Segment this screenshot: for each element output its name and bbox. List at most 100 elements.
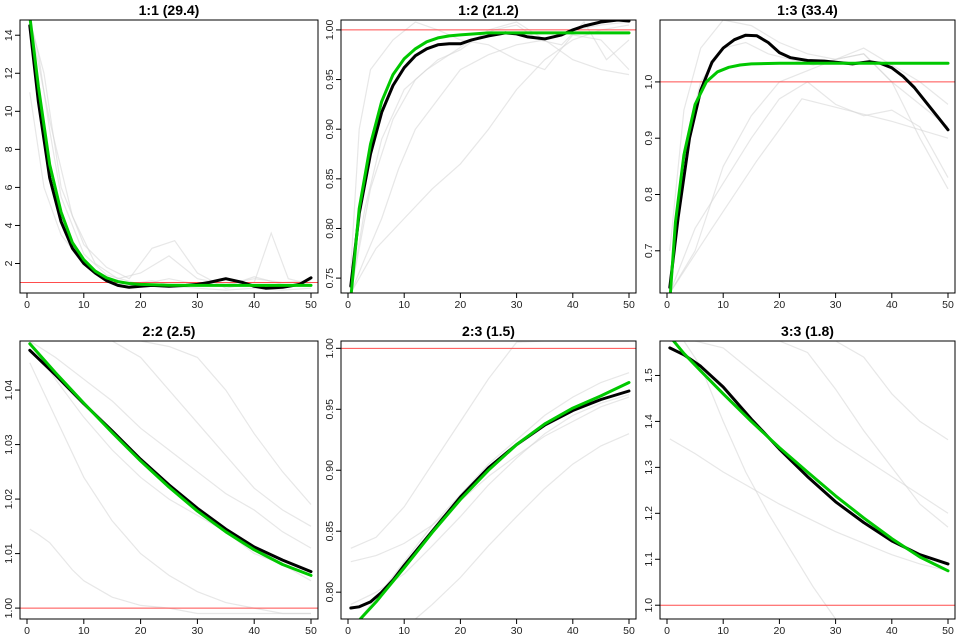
background-series-line bbox=[351, 22, 629, 293]
background-series-line bbox=[351, 397, 629, 562]
background-series-line bbox=[351, 22, 629, 293]
x-tick-label: 0 bbox=[24, 625, 30, 637]
y-tick-label: 1.5 bbox=[643, 368, 655, 383]
x-tick-label: 40 bbox=[567, 299, 579, 311]
y-tick-label: 0.8 bbox=[643, 187, 655, 202]
y-tick-label: 8 bbox=[3, 146, 15, 152]
x-tick-label: 40 bbox=[567, 625, 579, 637]
y-tick-label: 4 bbox=[3, 222, 15, 228]
y-tick-label: 1.1 bbox=[643, 552, 655, 567]
panel-3: 1:3 (33.4) 0 10 20 30 40 50 0.7 0.8 0.9 1.0 bbox=[643, 2, 955, 311]
background-series-line bbox=[415, 434, 629, 619]
x-tick-label: 40 bbox=[886, 299, 898, 311]
background-series-line bbox=[670, 82, 948, 293]
background-series-line bbox=[670, 99, 948, 293]
background-series-line bbox=[670, 20, 948, 251]
x-tick-label: 0 bbox=[664, 299, 670, 311]
x-tick-label: 30 bbox=[830, 299, 842, 311]
panel-title: 1:3 (33.4) bbox=[777, 2, 838, 18]
x-tick-label: 10 bbox=[78, 299, 90, 311]
y-tick-label: 1.3 bbox=[643, 460, 655, 475]
background-series-line bbox=[670, 341, 948, 513]
y-tick-label: 1.00 bbox=[324, 20, 336, 41]
y-tick-label: 0.7 bbox=[643, 243, 655, 258]
y-tick-label: 0.95 bbox=[324, 399, 336, 420]
y-tick-label: 6 bbox=[3, 184, 15, 190]
panel-title: 2:2 (2.5) bbox=[143, 323, 196, 339]
x-tick-label: 0 bbox=[664, 625, 670, 637]
background-series-line bbox=[670, 341, 948, 527]
background-series-line bbox=[30, 341, 311, 581]
y-tick-label: 10 bbox=[3, 105, 15, 117]
x-tick-label: 0 bbox=[24, 299, 30, 311]
x-tick-label: 40 bbox=[886, 625, 898, 637]
x-tick-label: 20 bbox=[135, 299, 147, 311]
x-tick-label: 30 bbox=[511, 299, 523, 311]
x-tick-label: 20 bbox=[455, 625, 467, 637]
y-tick-label: 0.80 bbox=[324, 582, 336, 603]
y-tick-label: 1.02 bbox=[3, 489, 15, 510]
mean-series-line bbox=[30, 26, 311, 289]
plot-frame bbox=[20, 20, 318, 293]
x-tick-label: 40 bbox=[248, 299, 260, 311]
panel-title: 2:3 (1.5) bbox=[462, 323, 515, 339]
background-series-line bbox=[30, 341, 311, 548]
plot-area bbox=[20, 16, 318, 290]
x-tick-label: 30 bbox=[192, 625, 204, 637]
background-series-line bbox=[30, 92, 311, 290]
background-series-line bbox=[351, 22, 629, 293]
x-tick-label: 20 bbox=[455, 299, 467, 311]
x-tick-label: 10 bbox=[398, 299, 410, 311]
y-tick-label: 0.80 bbox=[324, 218, 336, 239]
y-tick-label: 0.90 bbox=[324, 119, 336, 140]
fit-series-line bbox=[30, 344, 311, 576]
panel-2: 1:2 (21.2) 0 10 20 30 40 50 0.75 0.80 0.85 0.90 0.9… bbox=[324, 2, 636, 311]
panel-title: 1:1 (29.4) bbox=[139, 2, 200, 18]
x-tick-label: 20 bbox=[774, 299, 786, 311]
x-tick-label: 50 bbox=[623, 625, 635, 637]
background-series-line bbox=[670, 439, 948, 571]
fit-series-line bbox=[351, 33, 629, 298]
y-tick-label: 0.95 bbox=[324, 69, 336, 90]
plot-area bbox=[341, 341, 636, 620]
x-tick-label: 50 bbox=[305, 299, 317, 311]
x-tick-label: 10 bbox=[398, 625, 410, 637]
plot-area bbox=[20, 341, 318, 614]
y-tick-label: 1.00 bbox=[324, 338, 336, 359]
background-series-line bbox=[670, 54, 948, 293]
x-tick-label: 0 bbox=[345, 625, 351, 637]
y-tick-label: 14 bbox=[3, 29, 15, 41]
panel-6: 3:3 (1.8)0 10 20 30 40 501.01.11.21.31.41.5 bbox=[643, 323, 955, 637]
y-tick-label: 1.03 bbox=[3, 434, 15, 455]
y-tick-label: 0.9 bbox=[643, 131, 655, 146]
x-tick-label: 40 bbox=[248, 625, 260, 637]
x-tick-label: 50 bbox=[942, 625, 954, 637]
x-tick-label: 20 bbox=[774, 625, 786, 637]
x-tick-label: 50 bbox=[623, 299, 635, 311]
x-tick-label: 20 bbox=[135, 625, 147, 637]
background-series-line bbox=[359, 373, 629, 619]
x-tick-label: 10 bbox=[717, 299, 729, 311]
background-series-line bbox=[351, 341, 629, 548]
plot-frame bbox=[341, 341, 636, 619]
background-series-line bbox=[670, 341, 948, 440]
y-tick-label: 0.75 bbox=[324, 268, 336, 289]
panels-group: 1:1 (29.4) 0 10 20 30 40 50 2 4 6 8 10 12 14 1:2 (21.2… bbox=[3, 2, 955, 637]
plot-frame bbox=[341, 20, 636, 293]
panel-1: 1:1 (29.4) 0 10 20 30 40 50 2 4 6 8 10 12 14 bbox=[3, 2, 318, 311]
y-tick-label: 1.2 bbox=[643, 506, 655, 521]
panel-5: 2:3 (1.5)0 10 20 30 40 500.800.850.900.951.00 bbox=[324, 323, 636, 637]
background-series-line bbox=[351, 395, 629, 605]
background-series-line bbox=[30, 341, 311, 505]
y-tick-label: 12 bbox=[3, 67, 15, 79]
x-tick-label: 30 bbox=[511, 625, 523, 637]
x-tick-label: 30 bbox=[830, 625, 842, 637]
fit-series-line bbox=[670, 63, 948, 301]
y-tick-label: 0.85 bbox=[324, 521, 336, 542]
x-tick-label: 50 bbox=[305, 625, 317, 637]
plot-area bbox=[341, 20, 636, 298]
y-tick-label: 1.04 bbox=[3, 380, 15, 401]
background-series-line bbox=[30, 529, 311, 613]
fit-series-line bbox=[359, 383, 629, 621]
